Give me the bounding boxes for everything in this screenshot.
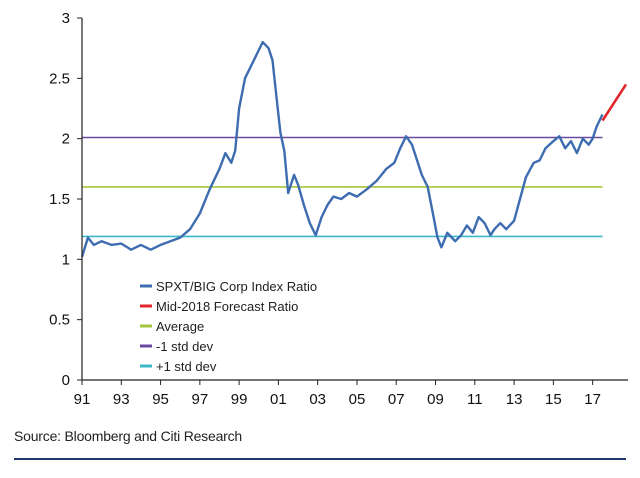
legend-label: Mid-2018 Forecast Ratio — [156, 299, 298, 314]
x-tick-label: 15 — [545, 391, 562, 408]
x-tick-label: 13 — [506, 391, 523, 408]
series-line-1 — [601, 83, 628, 122]
x-tick-label: 93 — [113, 391, 130, 408]
y-tick-label: 2 — [62, 131, 70, 148]
x-tick-label: 11 — [467, 391, 483, 408]
legend-label: +1 std dev — [156, 359, 217, 374]
legend-label: -1 std dev — [156, 339, 214, 354]
x-tick-label: 17 — [584, 391, 601, 408]
x-tick-label: 97 — [191, 391, 208, 408]
legend-label: SPXT/BIG Corp Index Ratio — [156, 279, 317, 294]
x-tick-label: 05 — [349, 391, 366, 408]
y-tick-label: 1.5 — [49, 191, 70, 208]
y-tick-label: 1 — [62, 251, 70, 268]
x-tick-label: 91 — [74, 391, 91, 408]
x-tick-label: 01 — [270, 391, 287, 408]
y-tick-label: 2.5 — [49, 70, 70, 87]
x-tick-label: 07 — [388, 391, 405, 408]
y-tick-label: 0 — [62, 372, 70, 389]
bottom-divider — [14, 458, 626, 460]
series-line-0 — [80, 40, 604, 258]
x-tick-label: 03 — [309, 391, 326, 408]
legend-label: Average — [156, 319, 204, 334]
x-tick-label: 99 — [231, 391, 248, 408]
source-note: Source: Bloomberg and Citi Research — [14, 428, 243, 444]
chart: 0 0.5 1 1.5 2 2.5 3 91 93 95 97 99 01 03 05 07 09 11 13 15… — [49, 10, 628, 408]
x-tick-label: 09 — [427, 391, 444, 408]
y-tick-label: 3 — [62, 10, 70, 27]
y-tick-label: 0.5 — [49, 312, 70, 329]
x-tick-label: 95 — [152, 391, 169, 408]
